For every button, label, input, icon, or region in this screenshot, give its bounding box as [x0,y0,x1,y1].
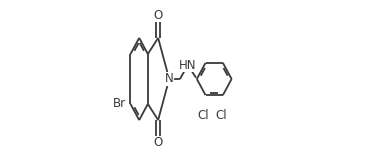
Text: Cl: Cl [215,109,227,122]
Text: O: O [154,137,163,149]
Text: Cl: Cl [198,109,209,122]
Text: HN: HN [179,59,196,72]
Text: Br: Br [113,97,127,110]
Text: O: O [154,9,163,21]
Text: N: N [165,73,174,85]
